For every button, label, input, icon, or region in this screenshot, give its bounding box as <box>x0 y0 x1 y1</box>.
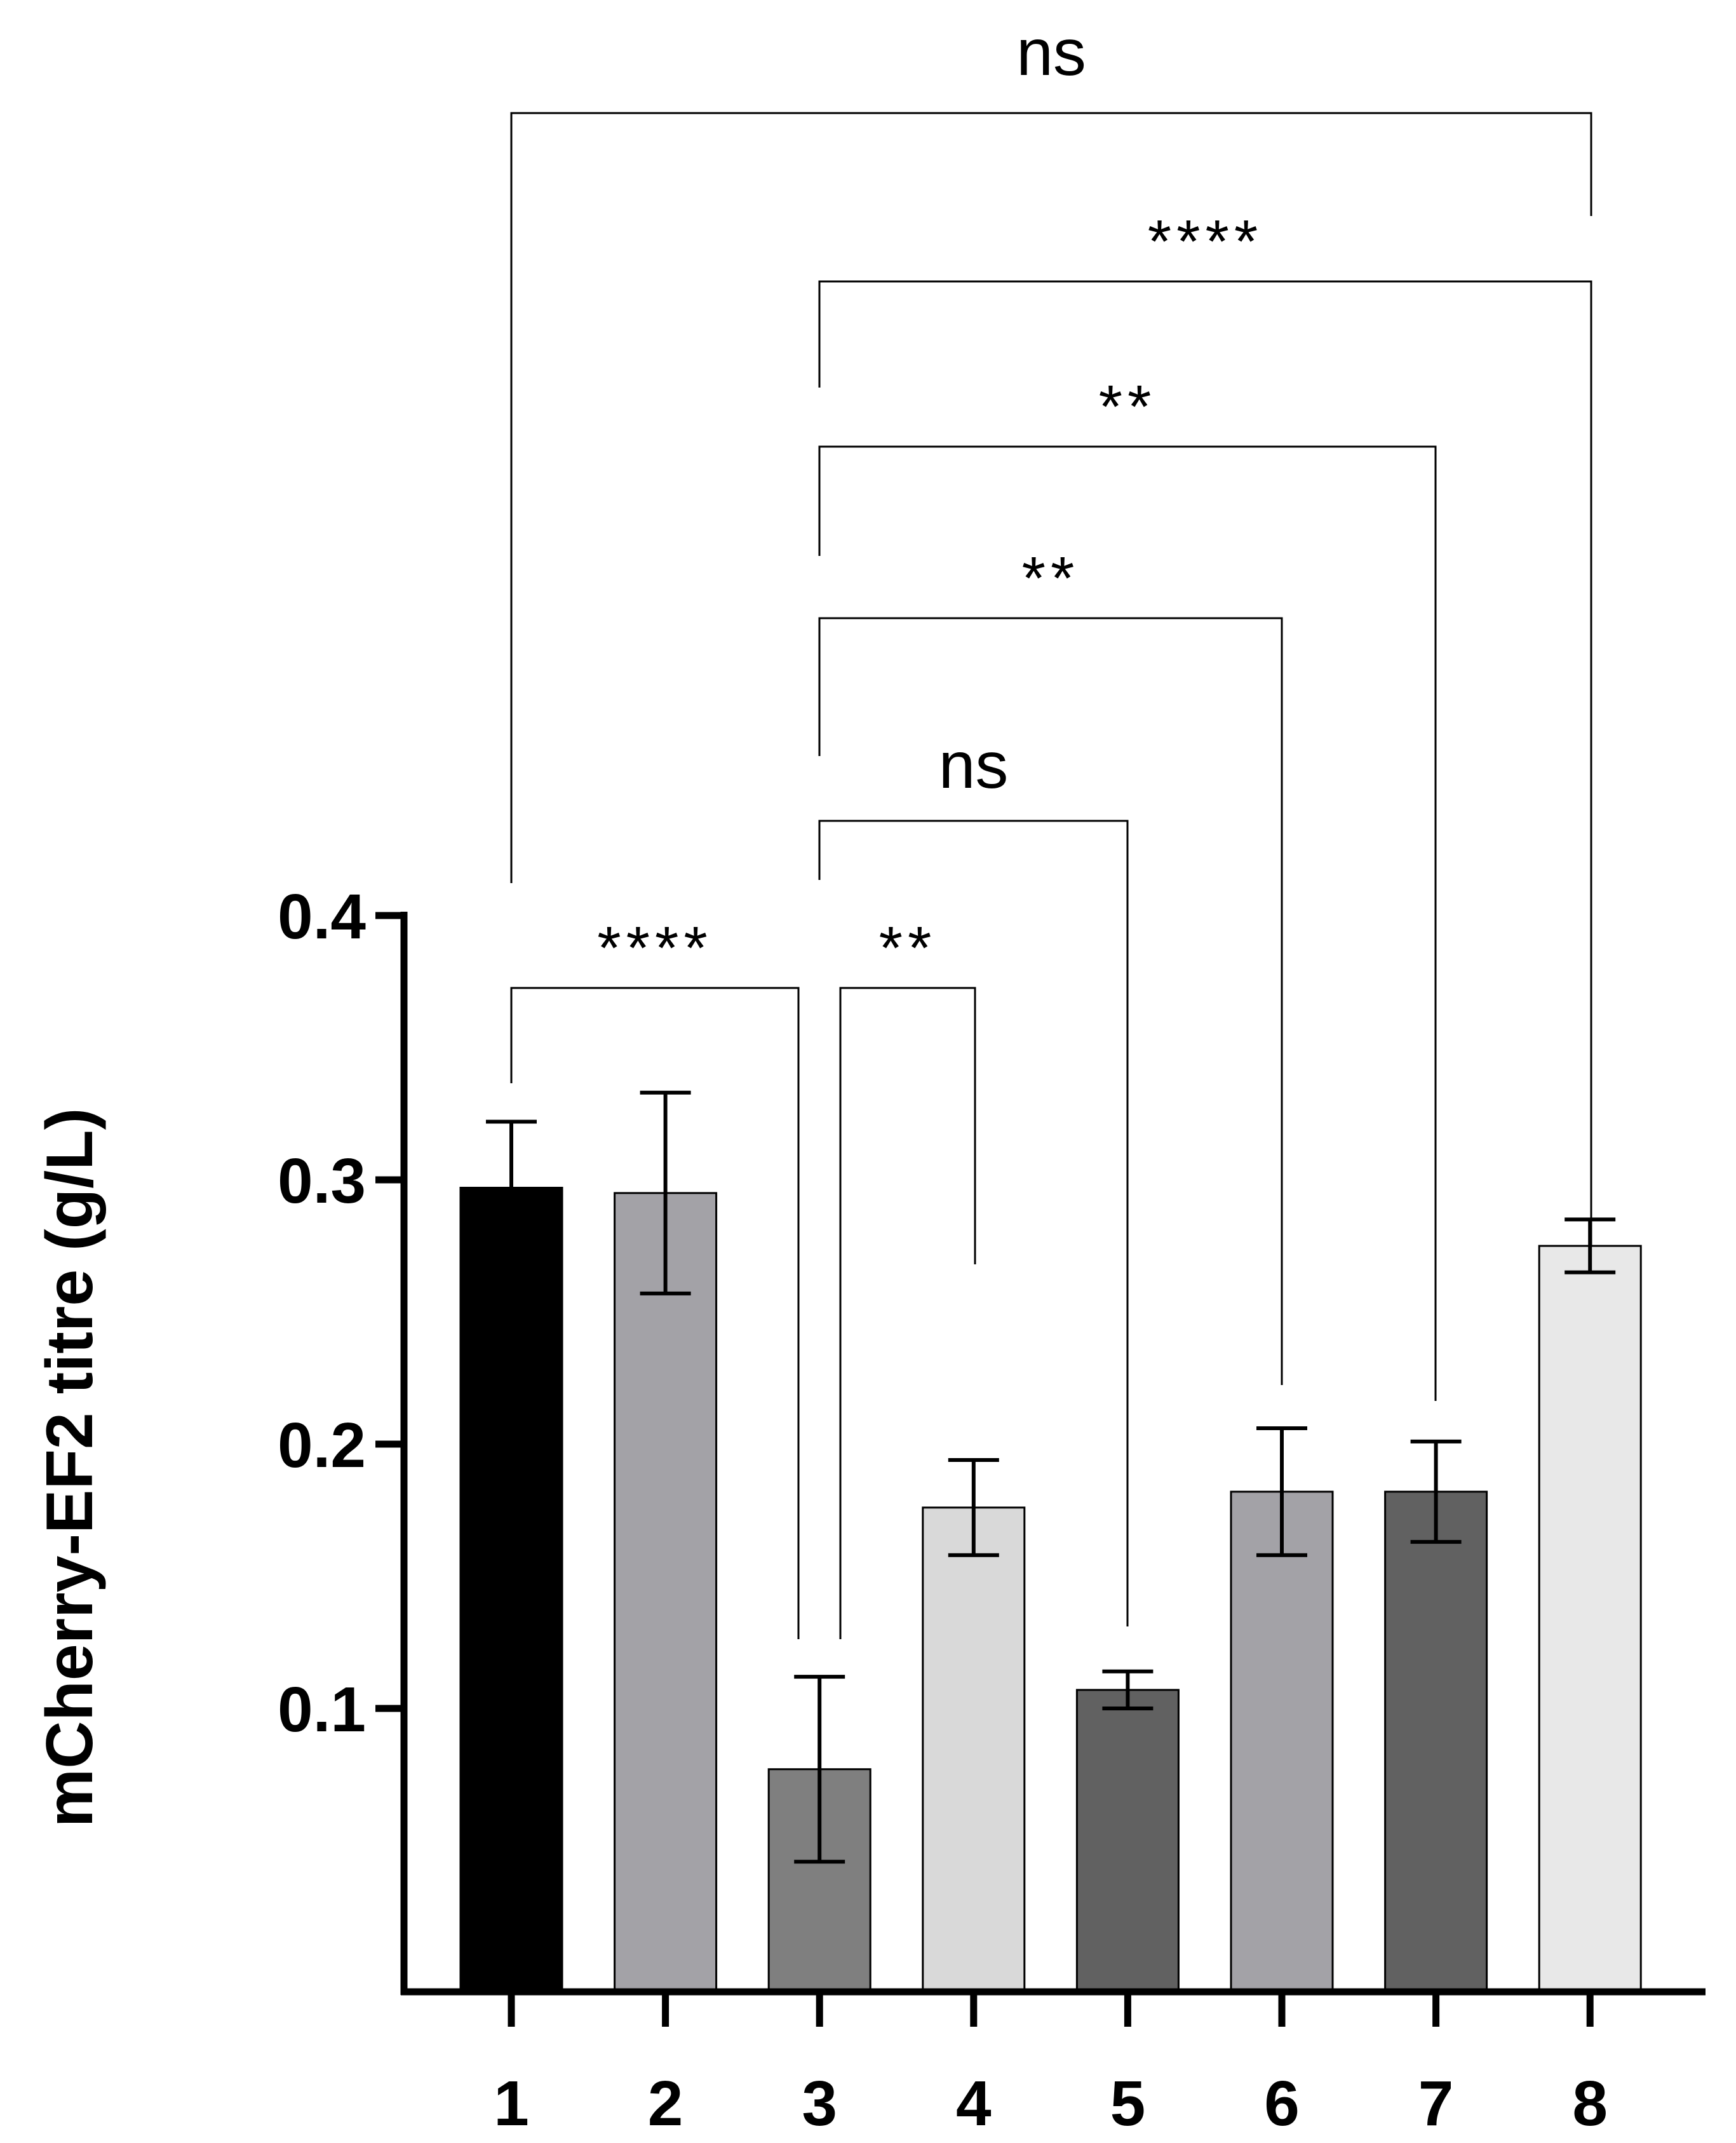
significance-bracket <box>818 617 1283 1385</box>
tick-labels: 0.1 0.2 0.3 0.4 1 2 3 4 5 6 7 8 <box>278 881 1608 2139</box>
bar-1 <box>459 1186 563 1993</box>
x-tick-label: 4 <box>956 2068 992 2139</box>
y-axis-label: mCherry-EF2 titre (g/L) <box>33 1108 107 1828</box>
significance-label: **** <box>597 914 712 982</box>
significance-bracket <box>510 112 1592 883</box>
x-tick-label: 7 <box>1418 2068 1454 2139</box>
significance-label: ** <box>1099 373 1157 441</box>
x-tick-label: 6 <box>1264 2068 1300 2139</box>
axes <box>375 912 1706 2027</box>
x-tick-label: 3 <box>802 2068 837 2139</box>
y-tick-label: 0.4 <box>278 881 366 952</box>
significance-bracket <box>818 820 1129 1626</box>
bar-6 <box>1230 1491 1334 1993</box>
bars <box>459 1186 1642 1993</box>
bar-2 <box>614 1192 718 1993</box>
x-tick-label: 5 <box>1110 2068 1146 2139</box>
significance-label: ** <box>1022 544 1080 612</box>
y-tick-label: 0.1 <box>278 1674 366 1745</box>
significance-brackets: **** **ns********ns <box>510 16 1592 1639</box>
significance-label: ns <box>1016 16 1086 90</box>
error-bars <box>486 1090 1616 1864</box>
x-tick-label: 2 <box>648 2068 683 2139</box>
significance-bracket <box>510 987 800 1639</box>
bar-5 <box>1075 1689 1180 1993</box>
bar-7 <box>1384 1491 1488 1993</box>
significance-bracket <box>818 280 1592 1391</box>
significance-label: ns <box>939 729 1009 802</box>
x-tick-label: 1 <box>494 2068 529 2139</box>
significance-bracket <box>839 987 976 1639</box>
bar-4 <box>922 1506 1026 1993</box>
bar-8 <box>1538 1245 1642 1993</box>
y-tick-label: 0.3 <box>278 1146 366 1217</box>
significance-bracket <box>818 445 1437 1401</box>
significance-label: ** <box>879 914 937 982</box>
y-tick-label: 0.2 <box>278 1410 366 1481</box>
x-tick-label: 8 <box>1572 2068 1608 2139</box>
significance-label: **** <box>1148 208 1263 276</box>
